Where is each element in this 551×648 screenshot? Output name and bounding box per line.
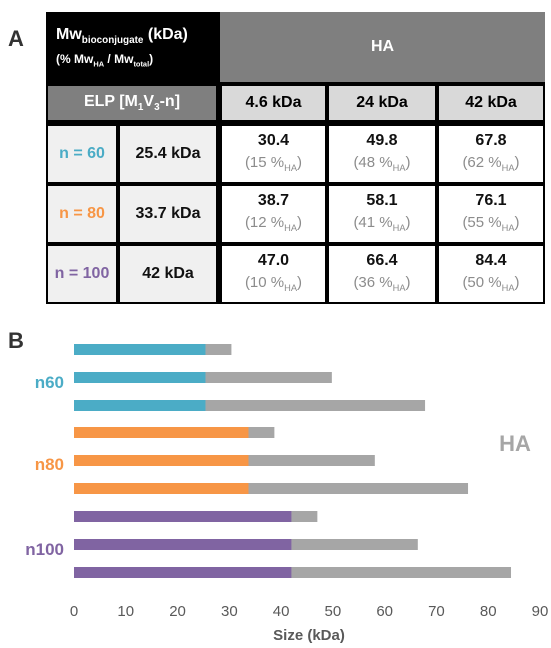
x-tick-label: 30 (221, 603, 238, 620)
category-label-n60: n60 (35, 373, 64, 392)
value-cell: 38.7 (12 %HA) (220, 184, 327, 244)
category-labels: n60 n80 n100 (25, 373, 64, 559)
x-axis-ticks: 0 10 20 30 40 50 60 70 80 90 (70, 603, 549, 620)
bar-ha-n100 (291, 511, 318, 522)
x-tick-label: 80 (480, 603, 497, 620)
x-tick-label: 60 (376, 603, 393, 620)
bar-elp-n100 (74, 539, 292, 550)
bar-ha-n80 (248, 483, 469, 494)
stacked-bar-chart: n60 n80 n100 0 10 20 30 40 50 60 70 80 90 Size (kDa… (25, 344, 549, 644)
bar-elp-n80 (74, 455, 249, 466)
panel-b-label: B (8, 328, 24, 353)
x-axis-title: Size (kDa) (273, 627, 345, 644)
bar-ha-n80 (248, 455, 375, 466)
x-tick-label: 40 (273, 603, 290, 620)
x-tick-label: 20 (169, 603, 186, 620)
bar-ha-n100 (291, 567, 512, 578)
corner-header-line2: (% MwHA / Mwtotal) (56, 51, 154, 69)
x-tick-label: 0 (70, 603, 78, 620)
bar-ha-n60 (205, 372, 332, 383)
row-mw-n80: 33.7 kDa (118, 184, 218, 244)
x-tick-label: 70 (428, 603, 445, 620)
col-header-42: 42 kDa (437, 84, 545, 122)
panel-a-label: A (8, 26, 24, 51)
bar-elp-n100 (74, 567, 292, 578)
value-cell: 76.1 (55 %HA) (437, 184, 545, 244)
bar-ha-n80 (248, 427, 275, 438)
elp-header: ELP [M1V3-n] (46, 84, 218, 122)
corner-header: Mwbioconjugate (kDa) (% MwHA / Mwtotal) (46, 12, 218, 82)
bar-elp-n80 (74, 427, 249, 438)
x-tick-label: 50 (325, 603, 342, 620)
bar-elp-n60 (74, 400, 206, 411)
row-label-n60: n = 60 (46, 124, 118, 184)
col-header-4-6: 4.6 kDa (220, 84, 327, 122)
bar-elp-n60 (74, 344, 206, 355)
row-mw-n100: 42 kDa (118, 244, 218, 304)
category-label-n80: n80 (35, 455, 64, 474)
row-label-n100: n = 100 (46, 244, 118, 304)
bar-elp-n80 (74, 483, 249, 494)
bar-ha-n60 (205, 400, 426, 411)
category-label-n100: n100 (25, 540, 64, 559)
value-cell: 30.4 (15 %HA) (220, 124, 327, 184)
bar-elp-n100 (74, 511, 292, 522)
x-tick-label: 90 (532, 603, 549, 620)
bar-ha-n60 (205, 344, 232, 355)
ha-annotation: HA (499, 431, 531, 456)
row-label-n80: n = 80 (46, 184, 118, 244)
ha-header: HA (220, 12, 545, 82)
x-tick-label: 10 (117, 603, 134, 620)
value-cell: 84.4 (50 %HA) (437, 244, 545, 304)
bar-ha-n100 (291, 539, 418, 550)
mw-table: Mwbioconjugate (kDa) (% MwHA / Mwtotal) … (46, 12, 545, 304)
value-cell: 66.4 (36 %HA) (327, 244, 437, 304)
col-header-24: 24 kDa (327, 84, 437, 122)
value-cell: 47.0 (10 %HA) (220, 244, 327, 304)
value-cell: 49.8 (48 %HA) (327, 124, 437, 184)
value-cell: 67.8 (62 %HA) (437, 124, 545, 184)
corner-header-line1: Mwbioconjugate (kDa) (56, 25, 188, 46)
row-mw-n60: 25.4 kDa (118, 124, 218, 184)
bars-layer (74, 344, 512, 578)
value-cell: 58.1 (41 %HA) (327, 184, 437, 244)
bar-elp-n60 (74, 372, 206, 383)
